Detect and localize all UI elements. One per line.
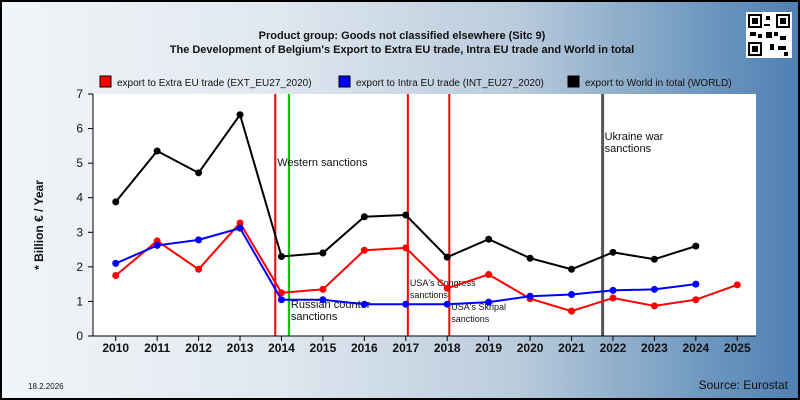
series-1-point-4 — [277, 296, 285, 304]
legend-swatch-2 — [567, 75, 580, 88]
series-1-point-11 — [568, 291, 576, 299]
y-tick-label-2: 2 — [76, 260, 83, 274]
series-1-point-6 — [360, 300, 368, 308]
chart-subtitle: Product group: Goods not classified else… — [258, 30, 546, 42]
series-2-point-12 — [609, 248, 617, 256]
y-tick-label-7: 7 — [76, 87, 83, 101]
series-1-point-8 — [443, 300, 451, 308]
series-0-point-5 — [319, 285, 327, 293]
event-label-3-1: sanctions — [410, 290, 449, 300]
series-2-point-8 — [443, 253, 451, 261]
x-tick-label-1: 2011 — [144, 341, 170, 355]
series-2-point-14 — [692, 242, 700, 250]
plot-background — [93, 94, 756, 336]
chart-title: The Development of Belgium's Export to E… — [169, 44, 635, 56]
series-0-point-3 — [236, 219, 244, 227]
series-0-point-8 — [443, 284, 451, 292]
series-2-point-5 — [319, 249, 327, 257]
x-tick-label-11: 2021 — [558, 341, 585, 355]
series-1-point-2 — [195, 236, 203, 244]
series-2-point-3 — [236, 111, 244, 119]
series-1-point-13 — [650, 285, 658, 293]
y-tick-label-5: 5 — [76, 156, 83, 170]
series-2-point-11 — [568, 265, 576, 273]
series-2-point-9 — [485, 235, 493, 243]
series-line-0 — [115, 221, 738, 313]
legend-label-0: export to Extra EU trade (EXT_EU27_2020) — [117, 78, 312, 89]
x-tick-label-9: 2019 — [475, 341, 502, 355]
series-2-point-4 — [277, 252, 285, 260]
series-1-point-12 — [609, 286, 617, 294]
source-label: Source: Eurostat — [698, 378, 788, 392]
series-0-point-14 — [692, 296, 700, 304]
x-tick-label-15: 2025 — [724, 341, 751, 355]
series-1-point-3 — [236, 224, 244, 232]
event-label-4-1: sanctions — [451, 314, 490, 324]
y-axis-label: * Billion € / Year — [32, 180, 46, 270]
series-0-point-2 — [195, 265, 203, 273]
event-label-0-0: Western sanctions — [277, 157, 368, 169]
series-2-point-1 — [153, 147, 161, 155]
series-0-point-9 — [485, 270, 493, 278]
series-0-point-7 — [402, 244, 410, 252]
series-1-point-7 — [402, 300, 410, 308]
x-tick-label-3: 2013 — [227, 341, 254, 355]
x-tick-label-13: 2023 — [641, 341, 668, 355]
event-label-2-1: sanctions — [291, 311, 338, 323]
x-tick-label-4: 2014 — [268, 341, 295, 355]
x-tick-label-12: 2022 — [600, 341, 627, 355]
series-2-point-13 — [650, 255, 658, 263]
x-tick-label-5: 2015 — [310, 341, 337, 355]
legend-label-1: export to Intra EU trade (INT_EU27_2020) — [356, 78, 544, 89]
series-2-point-7 — [402, 211, 410, 219]
series-0-point-15 — [733, 281, 741, 289]
x-tick-label-14: 2024 — [682, 341, 709, 355]
qr-code-icon — [746, 12, 792, 58]
y-tick-label-3: 3 — [76, 225, 83, 239]
series-1-point-10 — [526, 292, 534, 300]
x-tick-label-7: 2017 — [392, 341, 419, 355]
date-label: 18.2.2026 — [28, 382, 64, 391]
series-2-point-2 — [195, 169, 203, 177]
series-1-point-1 — [153, 241, 161, 249]
legend-label-2: export to World in total (WORLD) — [585, 78, 732, 89]
y-tick-label-1: 1 — [76, 294, 83, 308]
x-tick-label-6: 2016 — [351, 341, 378, 355]
legend-swatch-1 — [338, 75, 351, 88]
legend-swatch-0 — [99, 75, 112, 88]
series-1-point-9 — [485, 298, 493, 306]
series-1-point-0 — [112, 259, 120, 267]
y-tick-label-0: 0 — [76, 329, 83, 343]
series-1-point-5 — [319, 296, 327, 304]
x-tick-label-2: 2012 — [185, 341, 212, 355]
y-tick-label-6: 6 — [76, 122, 83, 136]
y-tick-label-4: 4 — [76, 191, 83, 205]
event-label-4-0: USA's Skripal — [451, 302, 506, 312]
event-label-5-0: Ukraine war — [605, 131, 664, 143]
series-0-point-13 — [650, 302, 658, 310]
series-0-point-12 — [609, 294, 617, 302]
series-0-point-6 — [360, 246, 368, 254]
series-0-point-11 — [568, 307, 576, 315]
series-2-point-0 — [112, 198, 120, 206]
series-0-point-4 — [277, 289, 285, 297]
event-label-5-1: sanctions — [605, 143, 652, 155]
series-2-point-10 — [526, 254, 534, 262]
series-2-point-6 — [360, 213, 368, 221]
series-1-point-14 — [692, 280, 700, 288]
x-tick-label-10: 2020 — [517, 341, 544, 355]
x-tick-label-0: 2010 — [102, 341, 129, 355]
x-tick-label-8: 2018 — [434, 341, 461, 355]
series-0-point-0 — [112, 272, 120, 279]
